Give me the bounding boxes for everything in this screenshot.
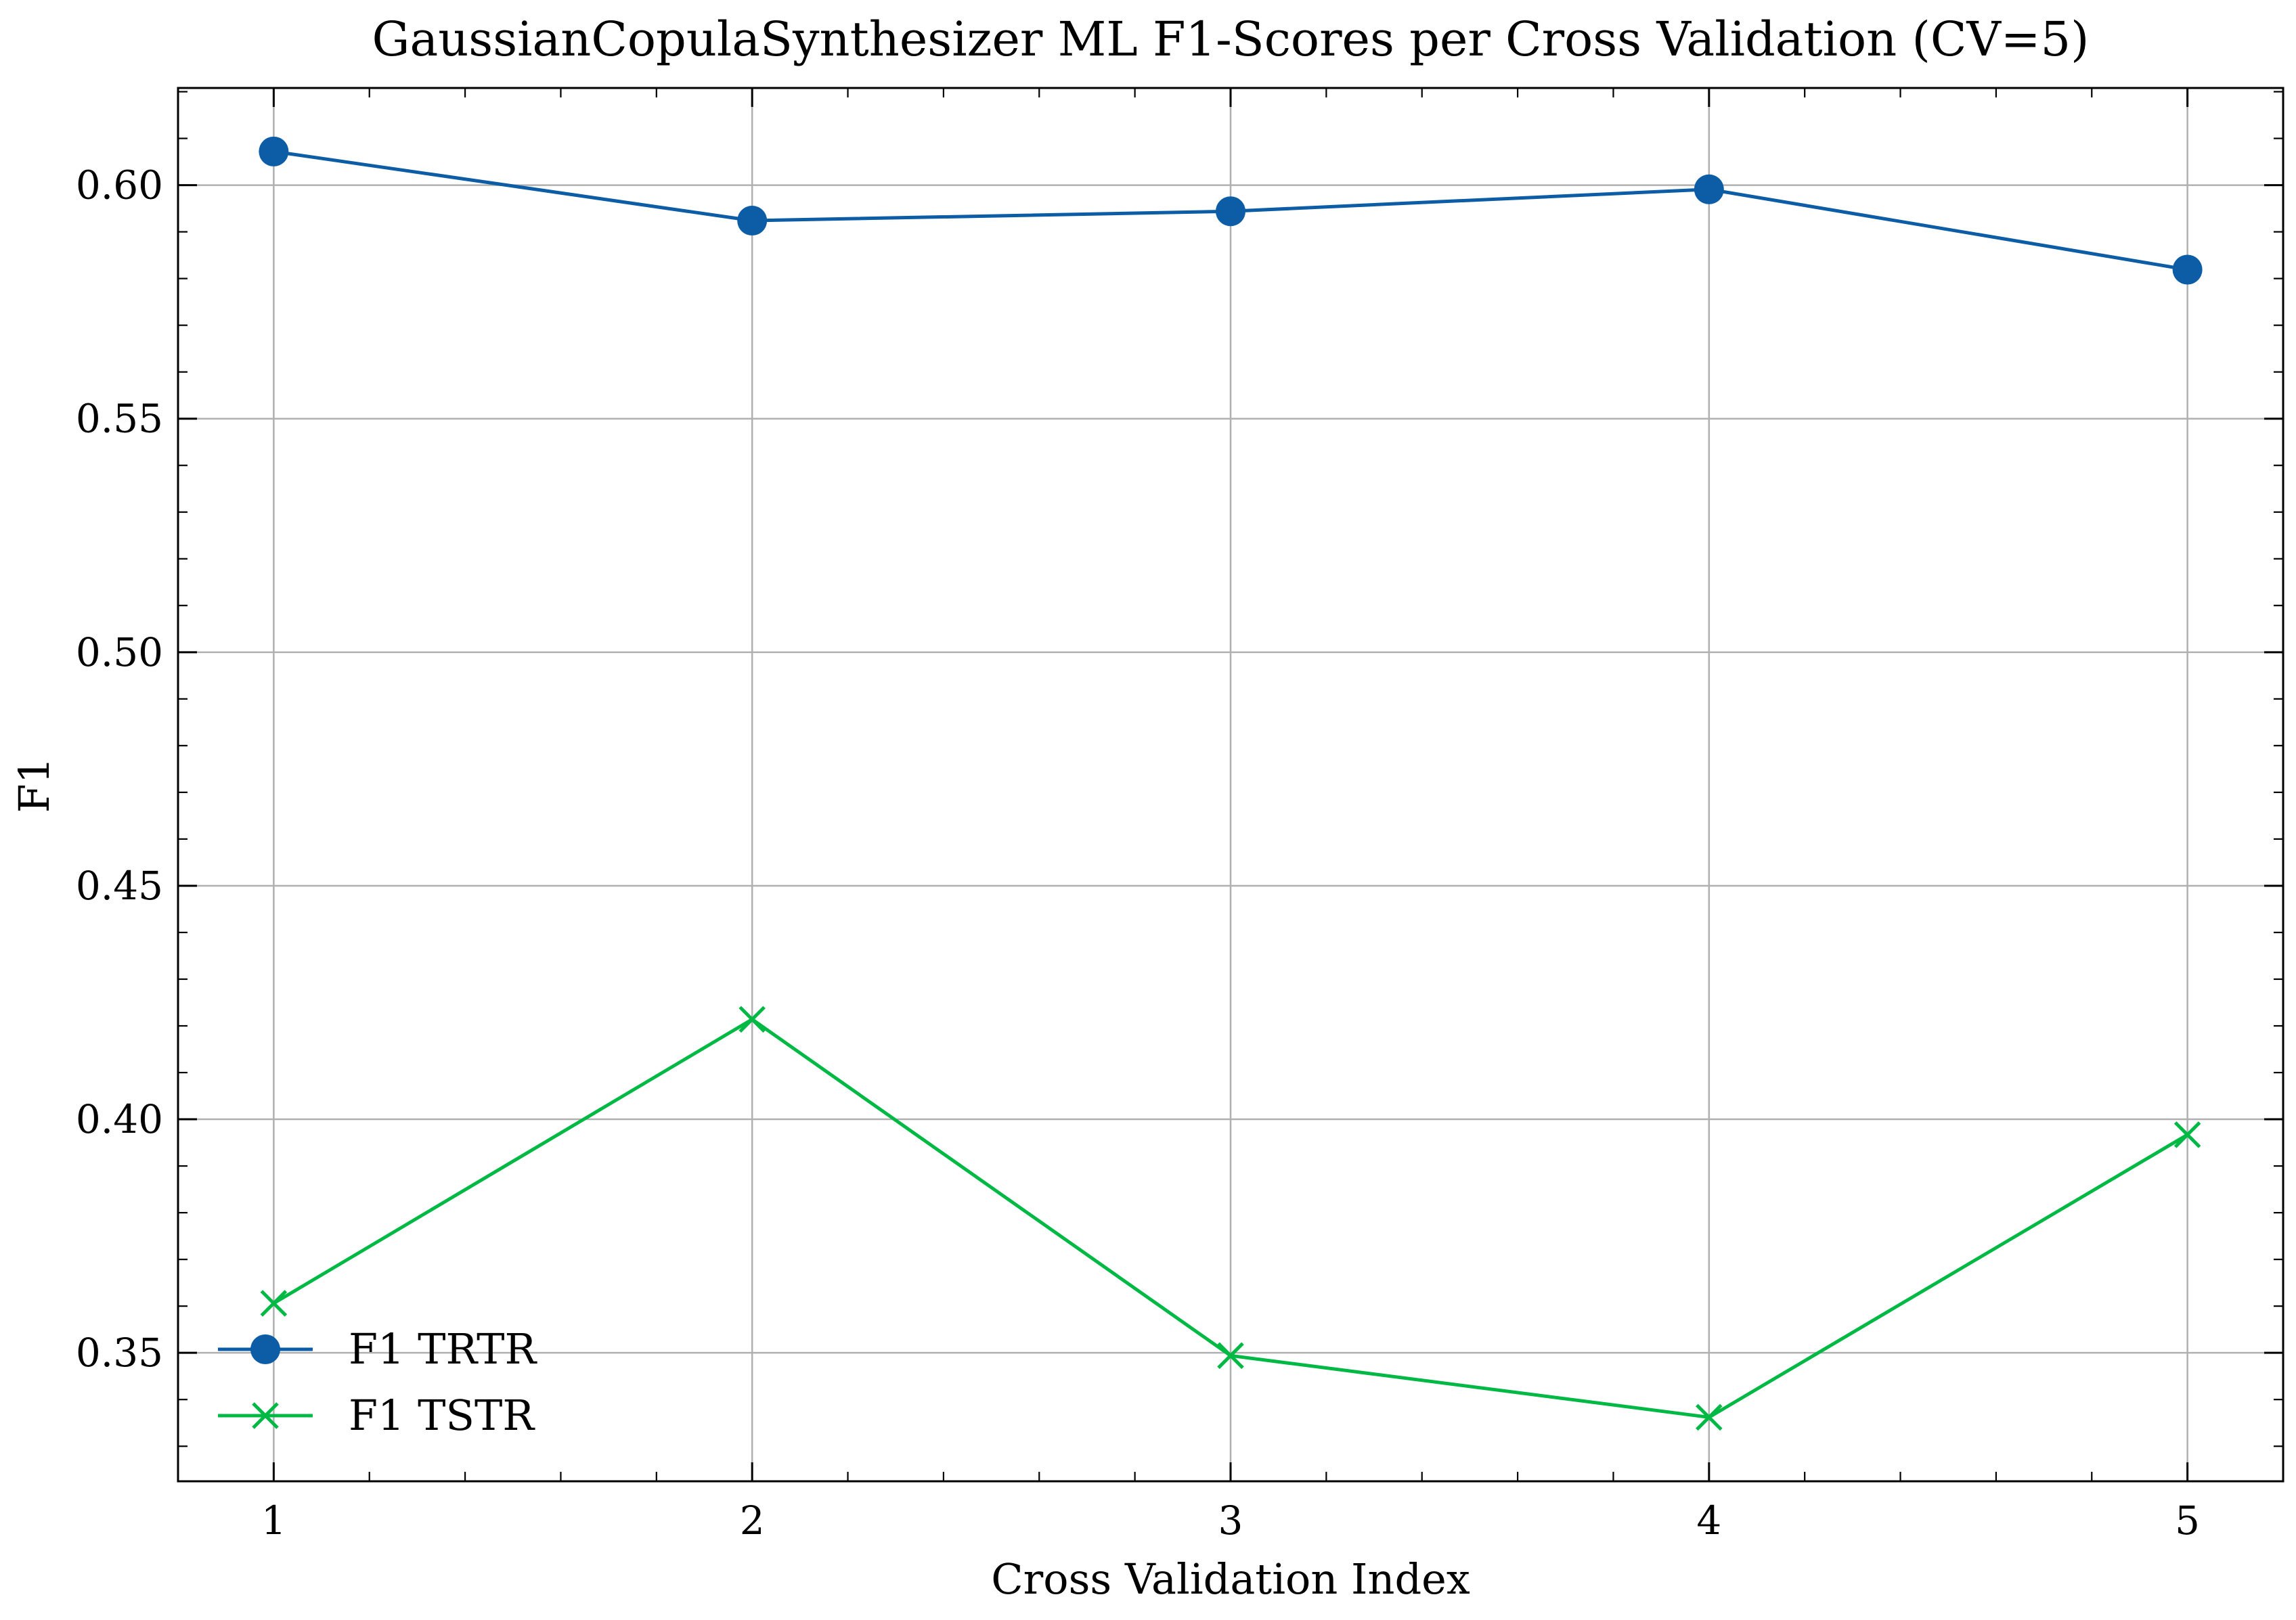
legend-label-f1-tstr: F1 TSTR <box>349 1391 535 1440</box>
y-axis-label: F1 <box>9 757 59 813</box>
chart-title: GaussianCopulaSynthesizer ML F1-Scores p… <box>372 12 2090 67</box>
legend-marker-f1-tstr <box>252 1402 279 1429</box>
legend-entry-f1-tstr: F1 TSTR <box>218 1391 535 1440</box>
data-point-f1-trtr <box>259 136 289 166</box>
y-tick-label: 0.60 <box>76 162 163 208</box>
y-tick-label: 0.55 <box>76 396 163 442</box>
legend-label-f1-trtr: F1 TRTR <box>349 1324 537 1374</box>
data-point-f1-tstr <box>738 1006 766 1033</box>
legend: F1 TRTR F1 TSTR <box>218 1324 537 1440</box>
x-tick-label: 1 <box>261 1498 286 1544</box>
data-point-f1-tstr <box>1217 1342 1244 1370</box>
data-point-f1-tstr <box>260 1290 288 1317</box>
series-layer <box>259 136 2203 1431</box>
x-tick-label: 2 <box>740 1498 765 1544</box>
grid-lines <box>178 88 2283 1481</box>
data-point-f1-trtr <box>737 206 768 236</box>
x-tick-label: 3 <box>1218 1498 1243 1544</box>
x-tick-label: 5 <box>2175 1498 2200 1544</box>
data-point-f1-tstr <box>1696 1403 1723 1431</box>
y-tick-label: 0.35 <box>76 1330 163 1376</box>
x-axis-label: Cross Validation Index <box>991 1554 1470 1604</box>
plot-frame <box>177 87 2284 1483</box>
data-point-f1-trtr <box>1694 174 1724 204</box>
data-point-f1-tstr <box>2173 1121 2201 1148</box>
data-point-f1-trtr <box>2172 254 2203 285</box>
y-tick-label: 0.50 <box>76 629 163 675</box>
legend-entry-f1-trtr: F1 TRTR <box>218 1324 537 1374</box>
y-tick-label: 0.40 <box>76 1096 163 1142</box>
x-tick-label: 4 <box>1696 1498 1721 1544</box>
legend-marker-f1-trtr <box>250 1334 280 1364</box>
y-tick-label: 0.45 <box>76 863 163 909</box>
axis-ticks: 1 2 3 4 5 0.35 0.40 0.45 0.50 0.55 0.60 <box>76 88 2284 1544</box>
data-point-f1-trtr <box>1216 196 1245 227</box>
